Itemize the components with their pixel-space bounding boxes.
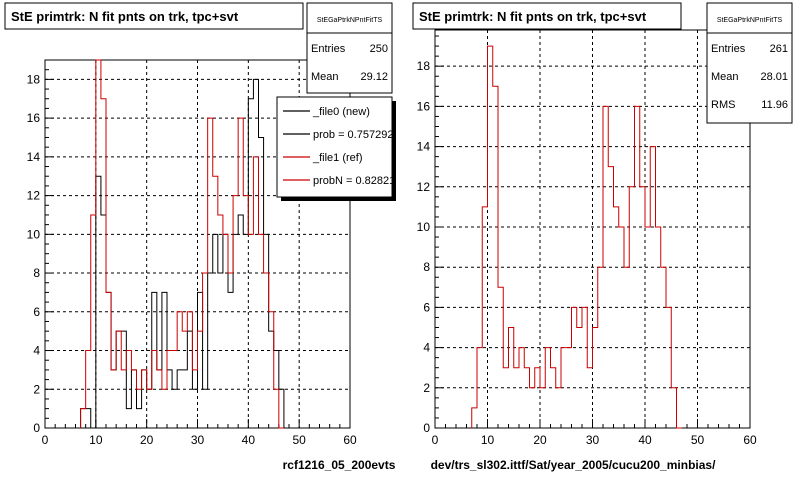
x-tick-label: 60	[343, 433, 357, 447]
chart-title: StE primtrk: N fit pnts on trk, tpc+svt	[419, 9, 647, 24]
stats-value: 28.01	[760, 71, 788, 83]
y-tick-label: 14	[417, 140, 431, 154]
y-tick-label: 8	[423, 260, 430, 274]
stats-label: Entries	[711, 43, 746, 55]
legend-entries: _file0 (new) prob = 0.757292 _file1 (ref) p…	[283, 106, 401, 187]
stats-value: 11.96	[761, 99, 788, 111]
y-tick-label: 10	[417, 220, 431, 234]
histogram-panel-left: 0 10 20 30 40 50 60 0 2 4 6 8 10 12 14 16 18 StE primtrk:…	[4, 2, 401, 472]
y-tick-label: 0	[33, 421, 40, 435]
y-tick-label: 2	[33, 382, 40, 396]
y-tick-label: 4	[33, 344, 40, 358]
y-tick-label: 6	[423, 300, 430, 314]
x-tick-label: 0	[432, 433, 439, 447]
x-tick-label: 50	[691, 433, 705, 447]
stats-value: 29.12	[360, 71, 388, 83]
histogram-panel-right: 0 10 20 30 40 50 60 0 2 4 6 8 10 12 14 16 18 StE primtrk:…	[412, 2, 793, 472]
x-tick-label: 30	[586, 433, 600, 447]
y-tick-label: 12	[417, 180, 431, 194]
stats-value: 250	[370, 43, 388, 55]
y-tick-label: 6	[33, 305, 40, 319]
title-box	[412, 2, 682, 30]
histogram-series-1	[80, 59, 284, 429]
x-tick-label: 50	[292, 433, 306, 447]
x-tick-label: 30	[191, 433, 205, 447]
chart-title: StE primtrk: N fit pnts on trk, tpc+svt	[11, 9, 239, 24]
y-tick-label: 10	[27, 227, 41, 241]
y-tick-label: 18	[417, 59, 431, 73]
title-box	[4, 2, 304, 30]
x-tick-label: 40	[638, 433, 652, 447]
y-tick-label: 16	[27, 111, 41, 125]
stats-label: Mean	[311, 71, 339, 83]
stats-label: Mean	[711, 71, 739, 83]
y-tick-label: 4	[423, 341, 430, 355]
y-tick-label: 14	[27, 150, 41, 164]
stats-box	[306, 2, 393, 94]
x-tick-label: 60	[743, 433, 757, 447]
histogram-series-0	[471, 45, 682, 429]
y-tick-label: 12	[27, 189, 41, 203]
legend-label: prob = 0.757292	[313, 129, 393, 141]
x-tick-label: 0	[42, 433, 49, 447]
legend-label: _file1 (ref)	[312, 152, 363, 164]
x-tick-label: 10	[481, 433, 495, 447]
legend-label: probN = 0.828212	[313, 175, 401, 187]
x-tick-label: 10	[89, 433, 103, 447]
y-tick-label: 2	[423, 381, 430, 395]
y-tick-label: 16	[417, 99, 431, 113]
x-tick-label: 20	[140, 433, 154, 447]
x-tick-label: 20	[533, 433, 547, 447]
stats-label: Entries	[311, 43, 346, 55]
stats-box	[706, 2, 793, 124]
stats-value: 261	[770, 43, 788, 55]
stats-name: StEGaPtrkNPntFitTS	[717, 17, 783, 24]
chart-caption: dev/trs_sl302.ittf/Sat/year_2005/cucu200…	[431, 458, 716, 472]
y-tick-label: 8	[33, 266, 40, 280]
stats-label: RMS	[711, 99, 735, 111]
chart-caption: rcf1216_05_200evts	[283, 458, 396, 472]
legend-label: _file0 (new)	[312, 106, 370, 118]
y-tick-label: 0	[423, 421, 430, 435]
y-tick-label: 18	[27, 72, 41, 86]
stats-name: StEGaPtrkNPntFitTS	[317, 17, 383, 24]
x-tick-label: 40	[242, 433, 256, 447]
